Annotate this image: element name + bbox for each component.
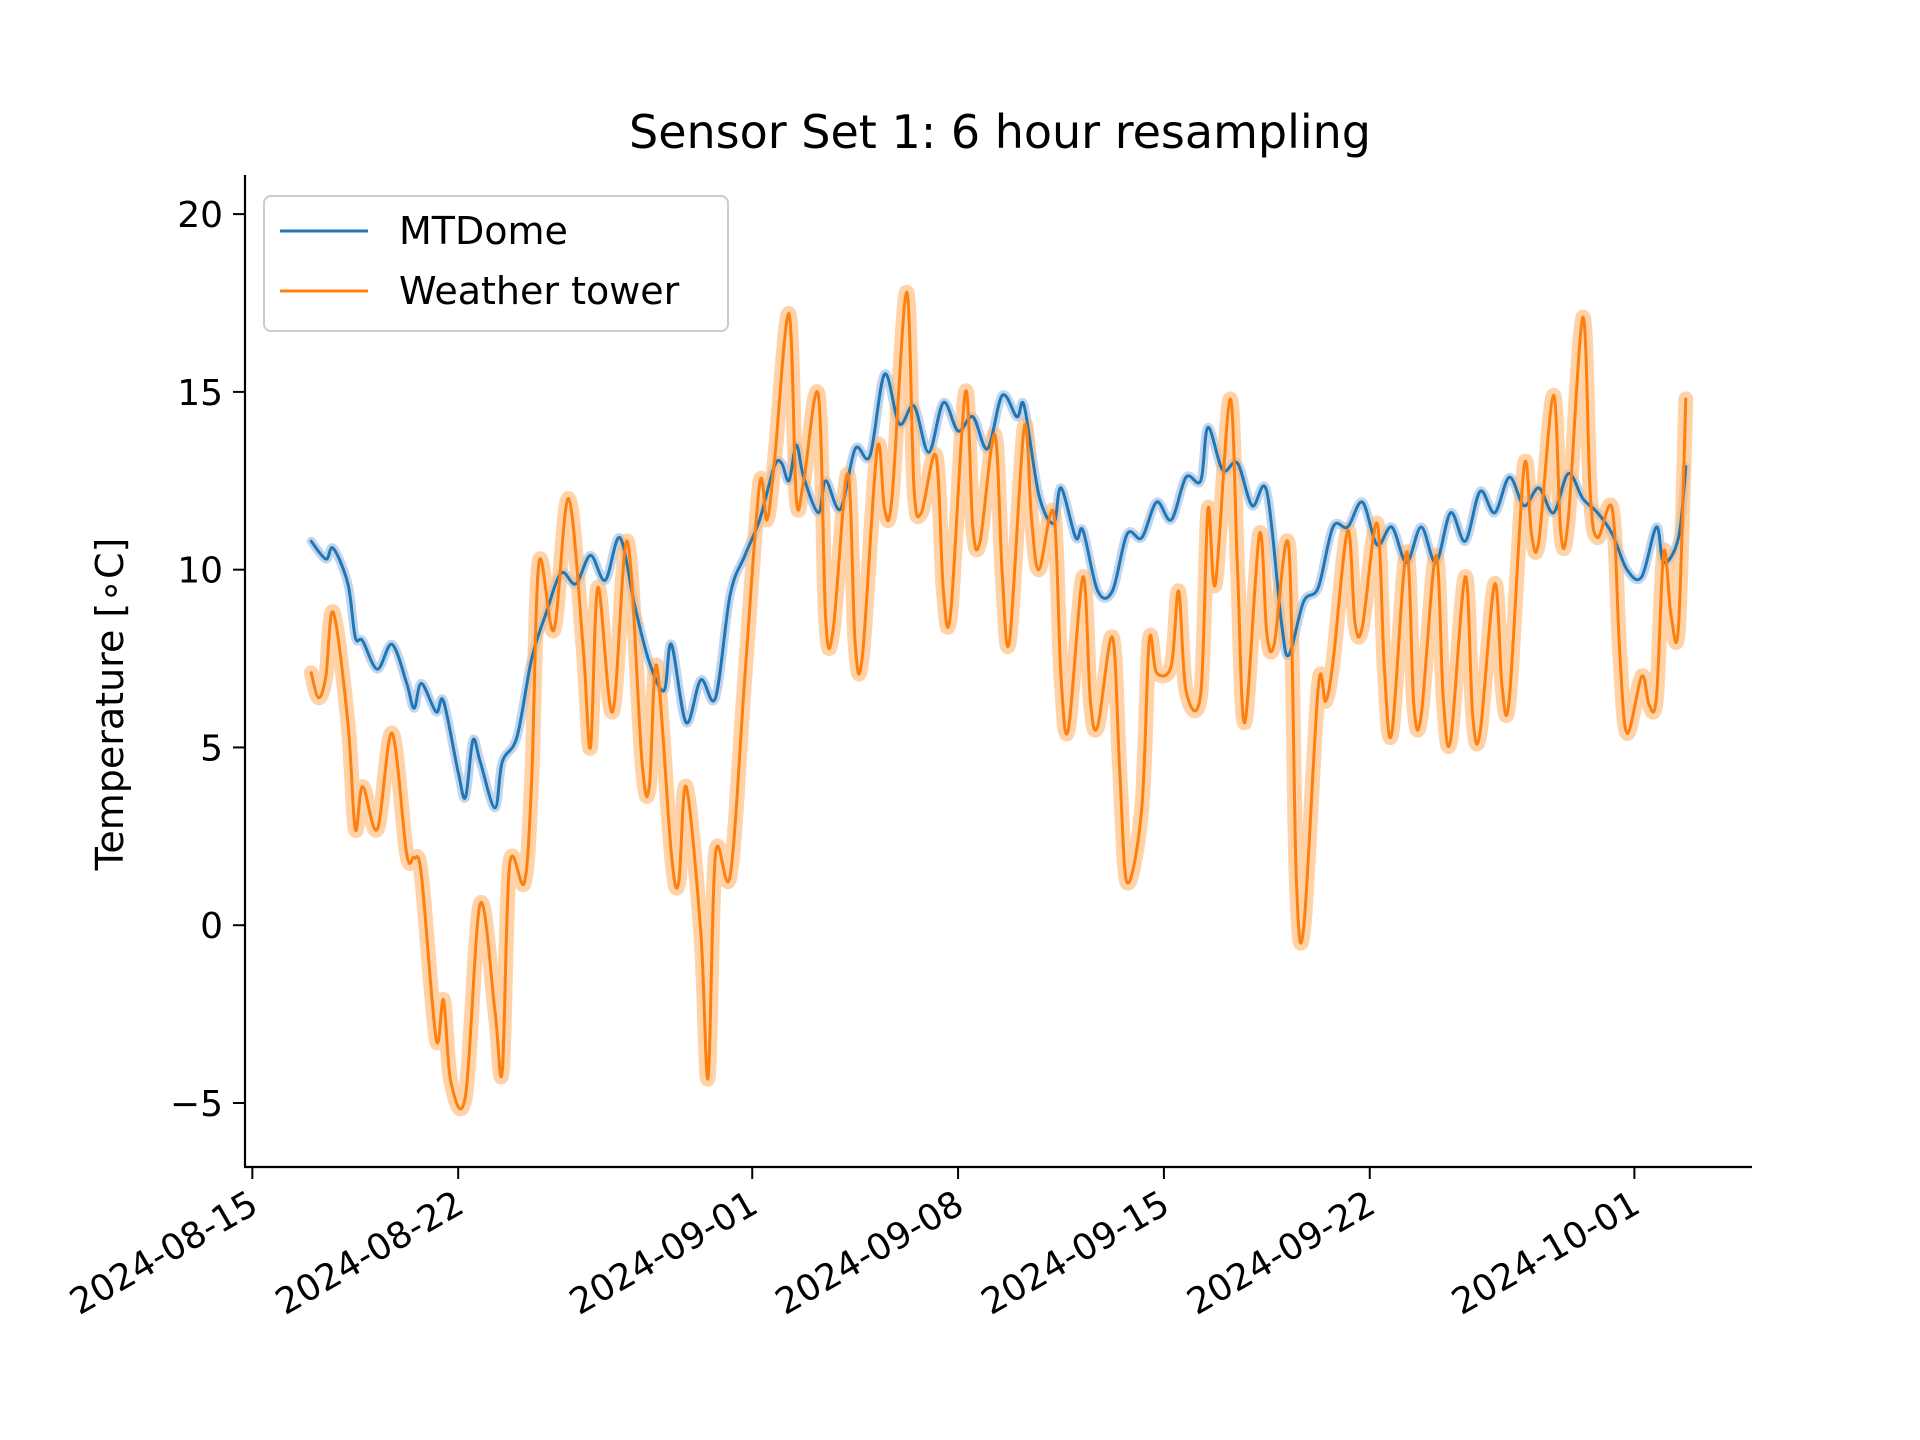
y-axis-ticks: −5 0 5 10 15 20 (170, 195, 245, 1125)
series-line-weather-tower (309, 290, 1688, 1111)
y-axis-label: Temperature [∘C] (88, 538, 132, 872)
y-tick-label: 5 (200, 728, 223, 769)
legend-label-weather-tower: Weather tower (399, 269, 680, 313)
chart-title: Sensor Set 1: 6 hour resampling (629, 105, 1371, 159)
y-tick-label: 10 (177, 551, 223, 592)
x-tick-label: 2024-09-15 (975, 1183, 1177, 1323)
series-lines (309, 290, 1688, 1111)
legend: MTDome Weather tower (263, 195, 729, 332)
x-tick-label: 2024-09-01 (563, 1183, 765, 1323)
x-tick-label: 2024-09-08 (769, 1183, 971, 1323)
y-tick-label: 0 (200, 906, 223, 947)
y-tick-label: −5 (170, 1084, 223, 1125)
x-tick-label: 2024-08-15 (63, 1183, 265, 1323)
x-tick-label: 2024-10-01 (1445, 1183, 1647, 1323)
y-tick-label: 15 (177, 373, 223, 414)
x-tick-label: 2024-09-22 (1181, 1183, 1383, 1323)
legend-frame (263, 195, 729, 332)
x-axis-ticks: 2024-08-15 2024-08-22 2024-09-01 2024-09-08… (63, 1167, 1647, 1323)
legend-label-mtdome: MTDome (399, 209, 568, 253)
series-bands (303, 284, 1694, 1117)
y-tick-label: 20 (177, 195, 223, 236)
x-tick-label: 2024-08-22 (269, 1183, 471, 1323)
